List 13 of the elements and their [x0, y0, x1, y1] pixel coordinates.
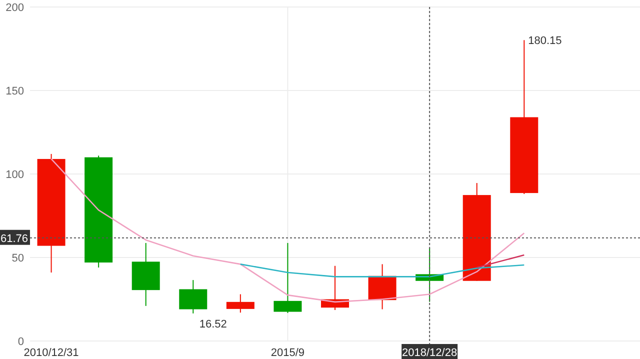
y-tick-label: 100 — [6, 169, 24, 181]
y-tick-label: 50 — [12, 252, 24, 264]
y-tick-label: 200 — [6, 2, 24, 14]
annotation: 180.15 — [528, 35, 562, 48]
line-series — [240, 264, 525, 278]
annotation: 16.52 — [199, 318, 227, 330]
ref-line-label: 61.76 — [0, 232, 28, 245]
y-tick-label: 150 — [6, 86, 24, 98]
x-tick-label: 2010/12/31 — [24, 347, 79, 359]
y-tick-label: 0 — [18, 336, 24, 348]
line-series — [50, 158, 525, 303]
x-tick-label: 2015/9 — [270, 347, 305, 359]
x-tick-label: 2018/12/28 — [402, 347, 458, 359]
